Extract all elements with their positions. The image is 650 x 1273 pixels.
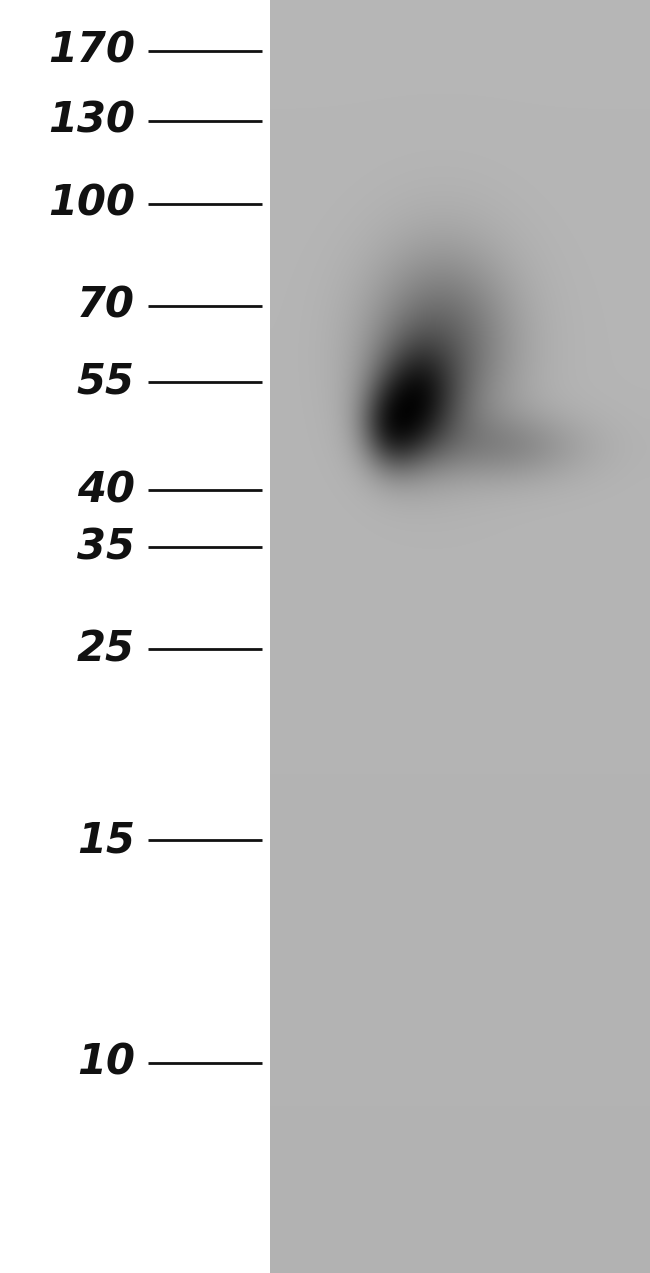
Text: 35: 35	[77, 527, 135, 568]
Text: 130: 130	[48, 101, 135, 141]
Text: 70: 70	[77, 285, 135, 326]
Text: 170: 170	[48, 31, 135, 71]
Text: 10: 10	[77, 1043, 135, 1083]
Text: 15: 15	[77, 820, 135, 861]
Text: 40: 40	[77, 470, 135, 510]
Text: 100: 100	[48, 183, 135, 224]
Text: 55: 55	[77, 362, 135, 402]
Text: 25: 25	[77, 629, 135, 670]
